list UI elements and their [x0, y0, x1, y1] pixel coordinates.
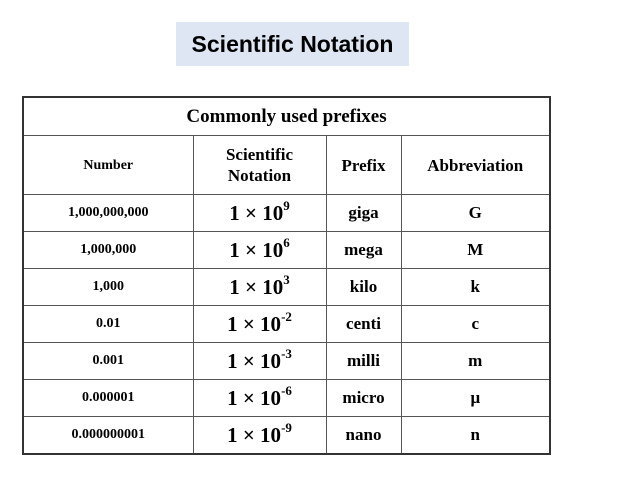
- prefix-cell: mega: [325, 231, 402, 269]
- exponent: -2: [281, 308, 292, 324]
- prefix-cell: giga: [325, 194, 402, 232]
- mantissa: 1 × 10: [229, 237, 284, 262]
- scientific-cell: 1 × 10-9: [192, 416, 327, 455]
- column-header-scientific-line1: Scientific: [225, 145, 294, 164]
- exponent: 3: [283, 271, 290, 287]
- exponent: 9: [283, 197, 290, 213]
- table-row: 1,000,000 1 × 106 mega M: [22, 231, 551, 269]
- mantissa: 1 × 10: [227, 422, 282, 447]
- abbreviation-cell: M: [400, 231, 551, 269]
- exponent: 6: [283, 234, 290, 250]
- title-banner: Scientific Notation: [176, 22, 409, 66]
- table-row: 0.000000001 1 × 10-9 nano n: [22, 416, 551, 455]
- number-cell: 0.001: [22, 342, 194, 380]
- table-row: 0.000001 1 × 10-6 micro μ: [22, 379, 551, 417]
- scientific-cell: 1 × 106: [192, 231, 327, 269]
- column-header-abbreviation: Abbreviation: [400, 135, 551, 195]
- number-cell: 0.000001: [22, 379, 194, 417]
- abbreviation-cell: G: [400, 194, 551, 232]
- prefix-cell: centi: [325, 305, 402, 343]
- table-row: 1,000 1 × 103 kilo k: [22, 268, 551, 306]
- prefix-cell: milli: [325, 342, 402, 380]
- table-header-row: Number Scientific Notation Prefix Abbrev…: [22, 135, 551, 195]
- abbreviation-cell: n: [400, 416, 551, 455]
- number-cell: 1,000: [22, 268, 194, 306]
- exponent: -3: [281, 345, 292, 361]
- scientific-cell: 1 × 10-6: [192, 379, 327, 417]
- number-cell: 1,000,000,000: [22, 194, 194, 232]
- prefix-cell: nano: [325, 416, 402, 455]
- number-cell: 1,000,000: [22, 231, 194, 269]
- scientific-cell: 1 × 10-3: [192, 342, 327, 380]
- table-row: 0.001 1 × 10-3 milli m: [22, 342, 551, 380]
- scientific-cell: 1 × 10-2: [192, 305, 327, 343]
- abbreviation-cell: c: [400, 305, 551, 343]
- table-row: 0.01 1 × 10-2 centi c: [22, 305, 551, 343]
- prefix-cell: kilo: [325, 268, 402, 306]
- mantissa: 1 × 10: [227, 311, 282, 336]
- mantissa: 1 × 10: [227, 348, 282, 373]
- column-header-prefix: Prefix: [325, 135, 402, 195]
- mantissa: 1 × 10: [229, 200, 284, 225]
- mantissa: 1 × 10: [229, 274, 284, 299]
- abbreviation-cell: μ: [400, 379, 551, 417]
- prefix-table: Commonly used prefixes Number Scientific…: [22, 96, 552, 455]
- abbreviation-cell: k: [400, 268, 551, 306]
- exponent: -9: [281, 419, 292, 435]
- column-header-scientific: Scientific Notation: [192, 135, 327, 195]
- table-caption: Commonly used prefixes: [22, 96, 551, 136]
- column-header-scientific-line2: Notation: [227, 166, 292, 185]
- mantissa: 1 × 10: [227, 385, 282, 410]
- prefix-cell: micro: [325, 379, 402, 417]
- scientific-cell: 1 × 109: [192, 194, 327, 232]
- table-row: 1,000,000,000 1 × 109 giga G: [22, 194, 551, 232]
- abbreviation-cell: m: [400, 342, 551, 380]
- exponent: -6: [281, 382, 292, 398]
- table-caption-row: Commonly used prefixes: [22, 96, 551, 136]
- column-header-number: Number: [22, 135, 194, 195]
- number-cell: 0.01: [22, 305, 194, 343]
- number-cell: 0.000000001: [22, 416, 194, 455]
- page-title: Scientific Notation: [191, 30, 394, 57]
- scientific-cell: 1 × 103: [192, 268, 327, 306]
